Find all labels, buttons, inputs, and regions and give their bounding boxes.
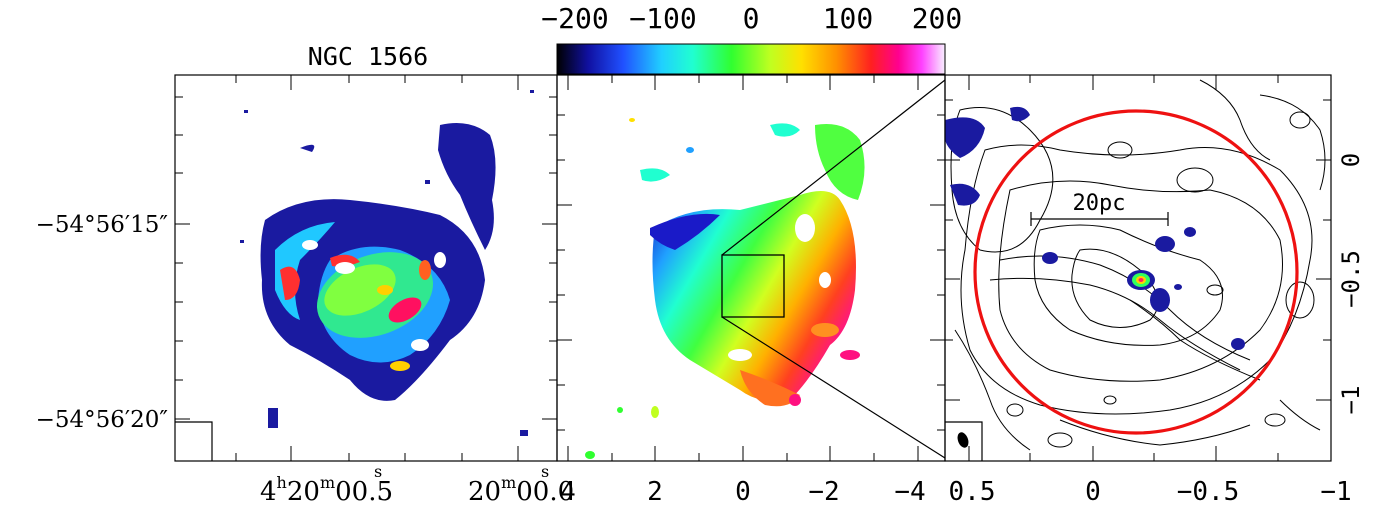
contour-map bbox=[950, 79, 1326, 451]
zoom-line bbox=[721, 316, 946, 459]
beam-ellipse bbox=[957, 432, 969, 448]
zoom-box bbox=[721, 254, 785, 318]
velocity-map bbox=[585, 118, 865, 459]
x-tick-label: 0.5 bbox=[949, 477, 996, 507]
x-tick-label: −1 bbox=[1320, 477, 1351, 507]
y-tick-label: −0.5 bbox=[1337, 250, 1365, 308]
x-tick-label: 0 bbox=[735, 477, 751, 507]
colorbar-tick-label: 100 bbox=[823, 2, 874, 35]
colorbar-tick-label: −100 bbox=[629, 2, 696, 35]
zoom-line bbox=[721, 79, 946, 256]
x-tick-label: −2 bbox=[808, 477, 839, 507]
y-tick-label: 0 bbox=[1337, 153, 1365, 167]
colorbar-tick-label: 0 bbox=[743, 2, 760, 35]
panel-left: −54°56′15″ −54°56′20″ 4h20m00.5 20m00.0 … bbox=[36, 74, 574, 507]
intensity-map bbox=[240, 90, 534, 436]
y-tick-label: −1 bbox=[1337, 386, 1365, 415]
panel-right-frame bbox=[944, 74, 1332, 462]
scalebar-label: 20pc bbox=[1073, 191, 1126, 216]
y-tick-label: −54°56′15″ bbox=[36, 212, 169, 238]
x-tick-label: 4 bbox=[560, 477, 576, 507]
figure-title: NGC 1566 bbox=[308, 42, 428, 71]
x-tick-label: 4h20m00.5 bbox=[260, 473, 393, 507]
colorbar: −200 −100 0 100 200 bbox=[541, 2, 963, 75]
red-circle bbox=[973, 109, 1299, 435]
emission-blobs bbox=[945, 106, 1245, 350]
x-tick-label: 2 bbox=[647, 477, 663, 507]
panel-middle: 4 2 0 −2 −4 bbox=[556, 74, 946, 507]
x-tick-seconds-mark: s bbox=[541, 462, 549, 481]
x-tick-label: −4 bbox=[894, 477, 925, 507]
colorbar-tick-label: 200 bbox=[912, 2, 963, 35]
scalebar bbox=[1030, 212, 1169, 226]
panel-right: 20pc 0.5 0 −0.5 −1 0 −0.5 −1 bbox=[944, 74, 1365, 507]
x-tick-label: −0.5 bbox=[1177, 477, 1240, 507]
colorbar-tick-label: −200 bbox=[541, 2, 608, 35]
x-tick-seconds-mark: s bbox=[374, 462, 382, 481]
x-tick-label: 0 bbox=[1085, 477, 1101, 507]
colorbar-gradient bbox=[556, 43, 946, 75]
x-tick-label: 20m00.0 bbox=[468, 473, 574, 507]
nucleus bbox=[1132, 273, 1150, 287]
y-tick-label: −54°56′20″ bbox=[36, 407, 169, 433]
